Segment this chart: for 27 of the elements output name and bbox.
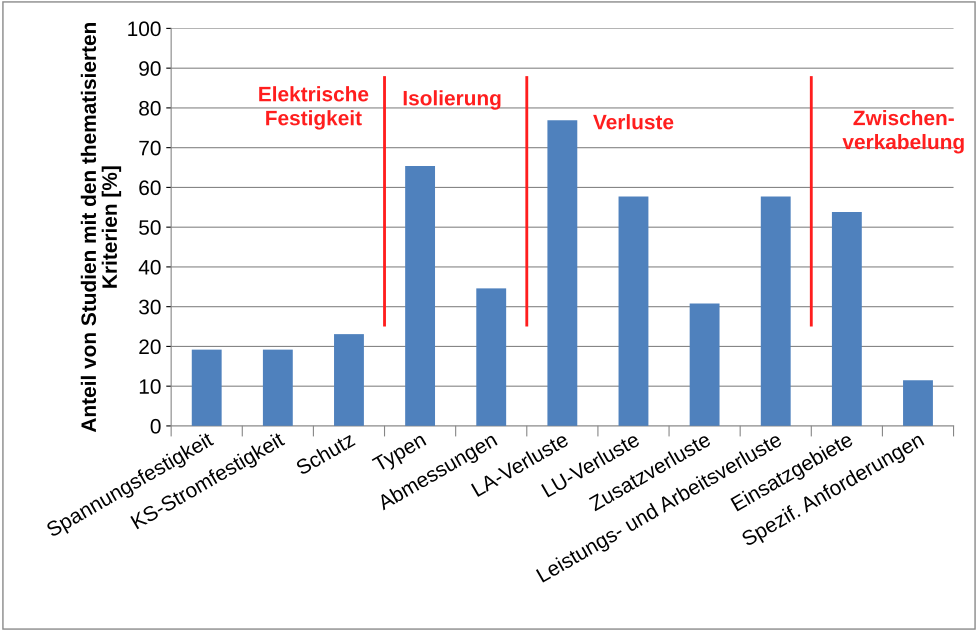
annotation: Elektrische Festigkeit	[259, 86, 368, 130]
bar	[262, 350, 293, 426]
bar	[690, 303, 720, 426]
y-tick-label: 30	[139, 300, 161, 314]
bar	[192, 350, 222, 426]
y-tick-label: 10	[140, 379, 161, 394]
annotation: Verluste	[593, 114, 674, 130]
y-tick-label: 20	[139, 339, 161, 354]
bar	[476, 288, 506, 426]
y-tick-label: 60	[139, 180, 161, 196]
y-tick-label: 40	[138, 260, 161, 275]
y-tick-label: 70	[139, 140, 161, 156]
bar	[832, 212, 862, 426]
y-tick-label: 0	[150, 418, 161, 434]
bar	[405, 166, 436, 426]
bar	[903, 380, 933, 426]
annotation: Zwischen- verkabelung	[842, 110, 964, 154]
y-tick-label: 90	[139, 61, 161, 76]
annotation: Isolierung	[404, 90, 500, 110]
y-tick-label: 80	[139, 100, 161, 116]
bar	[760, 196, 791, 426]
y-axis-title: Anteil von Studien mit den thematisierten Kriterien [%]	[80, 22, 122, 432]
y-tick-label: 100	[128, 21, 161, 36]
bar	[547, 120, 578, 426]
y-tick-label: 50	[139, 220, 161, 235]
bar	[334, 334, 364, 426]
bar	[618, 196, 648, 426]
